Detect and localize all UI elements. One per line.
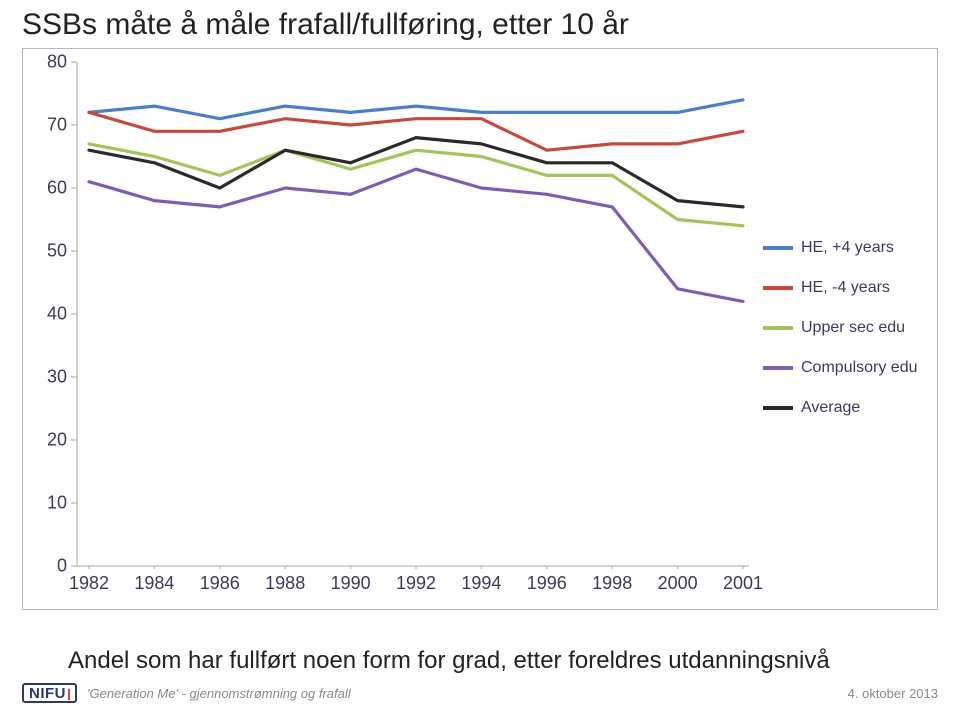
subtitle: Andel som har fullført noen form for gra… — [68, 647, 830, 675]
y-tick-label: 20 — [47, 430, 67, 451]
legend: HE, +4 years HE, -4 years Upper sec edu Com… — [763, 239, 933, 439]
y-axis-labels: 01020304050607080 — [31, 59, 67, 569]
x-tick-label: 1996 — [527, 573, 567, 594]
legend-label: HE, -4 years — [801, 279, 890, 297]
legend-swatch — [763, 246, 793, 250]
legend-swatch — [763, 286, 793, 290]
legend-item: HE, +4 years — [763, 239, 933, 257]
x-tick-label: 1998 — [592, 573, 632, 594]
y-tick-label: 30 — [47, 367, 67, 388]
footer-text: 'Generation Me' - gjennomstrømning og fr… — [87, 686, 351, 701]
legend-label: Average — [801, 399, 860, 417]
y-tick-label: 70 — [47, 115, 67, 136]
legend-swatch — [763, 406, 793, 410]
y-tick-label: 40 — [47, 304, 67, 325]
logo: NIFU — [22, 683, 77, 703]
legend-swatch — [763, 366, 793, 370]
chart-frame: 01020304050607080 1982198419861988199019… — [22, 48, 938, 610]
legend-label: Compulsory edu — [801, 359, 918, 377]
legend-item: Compulsory edu — [763, 359, 933, 377]
x-axis-labels: 1982 1984 1986 1988 1990 1992 1994 1996 1998 2000… — [71, 573, 751, 603]
x-tick-label: 1992 — [396, 573, 436, 594]
x-tick-label: 2000 — [658, 573, 698, 594]
x-tick-label: 1994 — [461, 573, 501, 594]
legend-label: HE, +4 years — [801, 239, 894, 257]
x-tick-label: 1988 — [265, 573, 305, 594]
x-tick-label: 1982 — [69, 573, 109, 594]
chart-plot — [71, 59, 751, 569]
legend-label: Upper sec edu — [801, 319, 905, 337]
y-tick-label: 0 — [57, 556, 67, 577]
y-tick-label: 80 — [47, 52, 67, 73]
footer-date: 4. oktober 2013 — [848, 686, 938, 701]
y-tick-label: 10 — [47, 493, 67, 514]
y-tick-label: 60 — [47, 178, 67, 199]
page-title: SSBs måte å måle frafall/fullføring, ett… — [22, 8, 942, 42]
legend-item: Upper sec edu — [763, 319, 933, 337]
y-tick-label: 50 — [47, 241, 67, 262]
footer: NIFU 'Generation Me' - gjennomstrømning … — [0, 683, 960, 703]
x-tick-label: 1990 — [331, 573, 371, 594]
legend-item: Average — [763, 399, 933, 417]
x-tick-label: 2001 — [723, 573, 763, 594]
legend-item: HE, -4 years — [763, 279, 933, 297]
x-tick-label: 1986 — [200, 573, 240, 594]
legend-swatch — [763, 326, 793, 330]
x-tick-label: 1984 — [134, 573, 174, 594]
